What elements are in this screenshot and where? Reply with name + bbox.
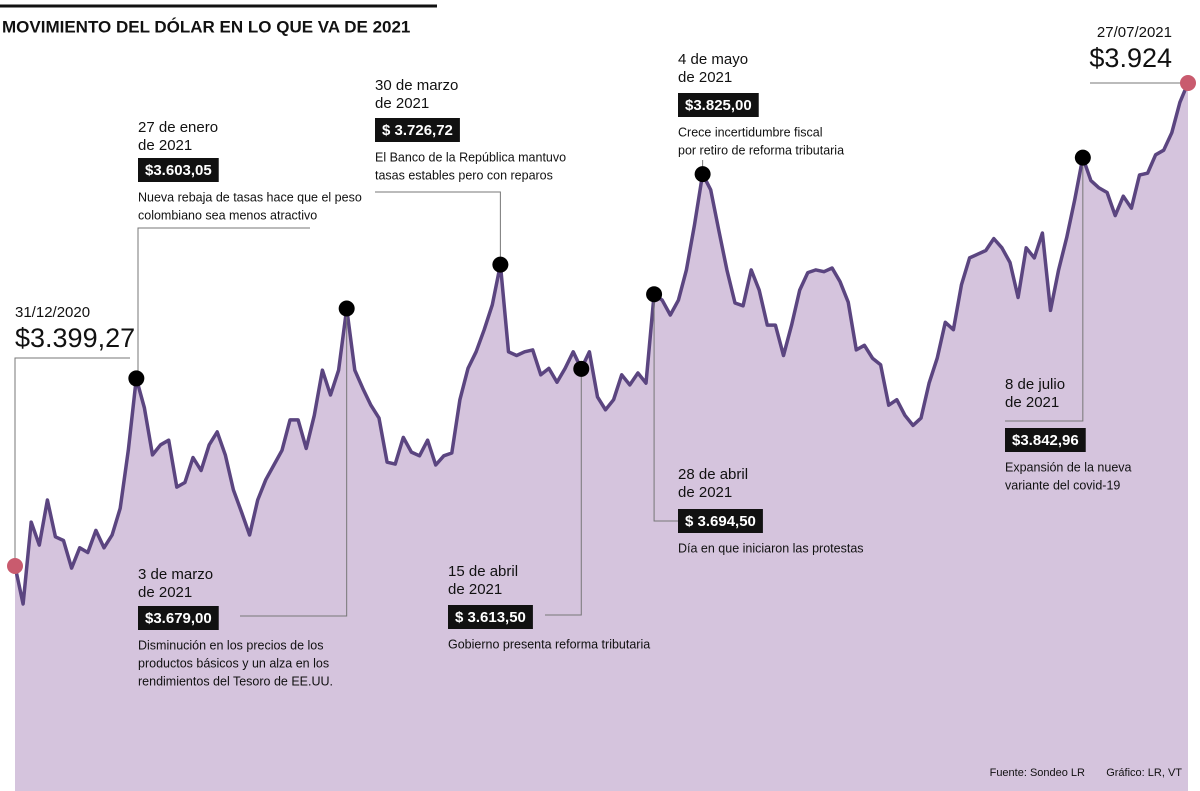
point (646, 286, 663, 303)
connector (545, 368, 582, 616)
point (573, 360, 590, 377)
label-box (448, 605, 533, 629)
connector (240, 308, 348, 617)
chart-title: MOVIMIENTO DEL DÓLAR EN LO QUE VA DE 202… (2, 17, 410, 36)
label-box (678, 509, 763, 533)
area (15, 83, 1188, 791)
annotation-date: de 2021 (448, 581, 502, 598)
annotation-date: 8 de julio (1005, 376, 1065, 393)
connector (14, 357, 130, 567)
annotation-value: $3.399,27 (15, 323, 135, 353)
annotation-date: 30 de marzo (375, 77, 458, 94)
annotation-note: variante del covid-19 (1005, 478, 1120, 492)
point (1180, 75, 1196, 91)
annotation-date: de 2021 (678, 69, 732, 86)
credit: Gráfico: LR, VT (1106, 767, 1182, 779)
annotation-date: 27 de enero (138, 119, 218, 136)
annotation-note: por retiro de reforma tributaria (678, 143, 844, 157)
annotation-value: $3.679,00 (145, 610, 212, 627)
annotation-value: $ 3.694,50 (685, 513, 756, 530)
label-box (375, 118, 460, 142)
annotation-note: Gobierno presenta reforma tributaria (448, 637, 650, 651)
annotation-date: 4 de mayo (678, 51, 748, 68)
plot (13, 82, 1190, 791)
point (694, 166, 711, 183)
annotation-date: de 2021 (138, 137, 192, 154)
annotation-note: tasas estables pero con reparos (375, 168, 553, 182)
annotation-date: 31/12/2020 (15, 304, 90, 321)
label-box (1005, 428, 1086, 452)
annotation-note: Nueva rebaja de tasas hace que el peso (138, 190, 362, 204)
annotation-value: $ 3.726,72 (382, 122, 453, 139)
annotation-value: $3.842,96 (1012, 432, 1079, 449)
connector (137, 227, 310, 379)
annotation-value: $ 3.613,50 (455, 609, 526, 626)
connector (1005, 157, 1084, 422)
point (1074, 149, 1091, 166)
point (338, 300, 355, 317)
annotation-date: de 2021 (1005, 394, 1059, 411)
label-box (138, 158, 219, 182)
connector (653, 294, 678, 522)
annotation-note: colombiano sea menos atractivo (138, 208, 317, 222)
annotation-value: $3.924 (1089, 43, 1172, 73)
annotation-date: de 2021 (678, 484, 732, 501)
connector (375, 191, 501, 265)
label-box (138, 606, 219, 630)
annotation-date: 28 de abril (678, 466, 748, 483)
annotation-note: Día en que iniciaron las protestas (678, 541, 864, 555)
point (492, 256, 509, 273)
point (128, 370, 145, 387)
source: Fuente: Sondeo LR (990, 767, 1085, 779)
annotation-date: de 2021 (375, 95, 429, 112)
annotation-note: Expansión de la nueva (1005, 460, 1132, 474)
annotation-note: Disminución en los precios de los (138, 638, 324, 652)
annotation-note: El Banco de la República mantuvo (375, 150, 566, 164)
line (13, 82, 1190, 606)
label-box (678, 93, 759, 117)
annotation-note: rendimientos del Tesoro de EE.UU. (138, 674, 333, 688)
annotation-note: productos básicos y un alza en los (138, 656, 329, 670)
point (7, 558, 23, 575)
annotation-date: de 2021 (138, 584, 192, 601)
annotation-value: $3.825,00 (685, 97, 752, 114)
annotation-date: 27/07/2021 (1097, 24, 1172, 41)
annotation-value: $3.603,05 (145, 162, 212, 179)
annotation-note: Crece incertidumbre fiscal (678, 125, 823, 139)
annotation-date: 3 de marzo (138, 566, 213, 583)
annotation-date: 15 de abril (448, 563, 518, 580)
